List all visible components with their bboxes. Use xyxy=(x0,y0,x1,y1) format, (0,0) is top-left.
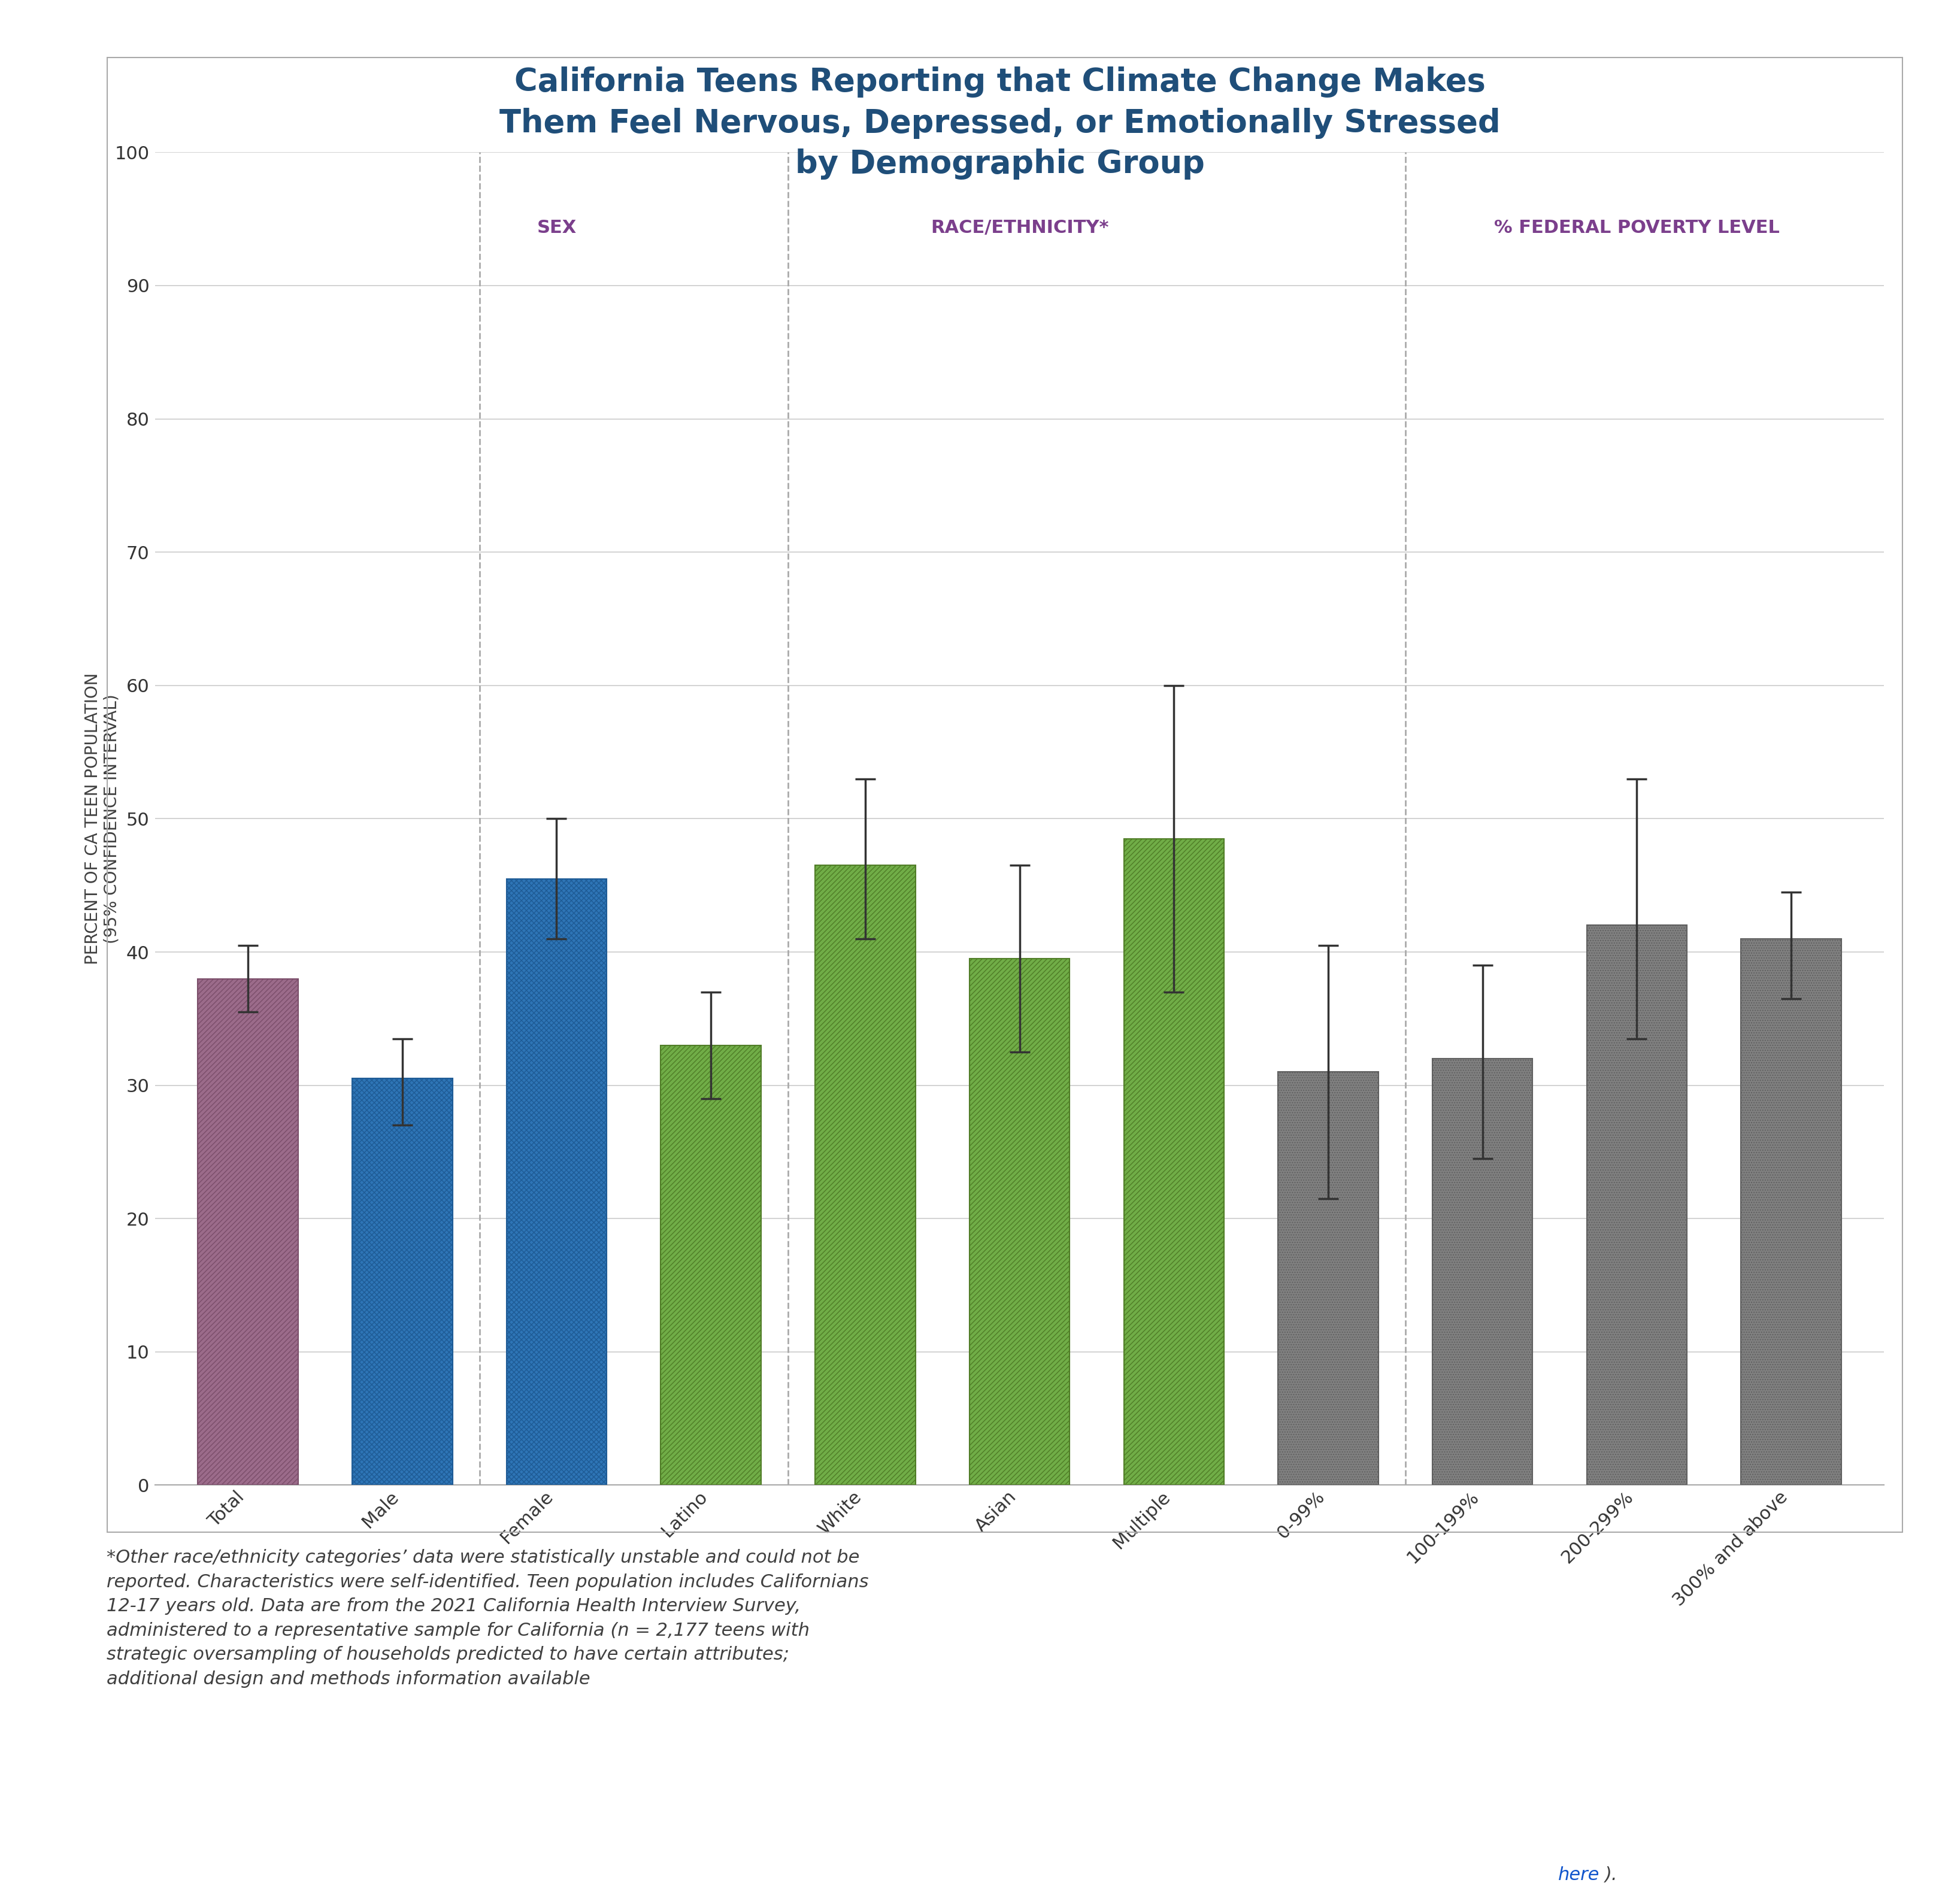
Bar xyxy=(198,979,299,1485)
Bar xyxy=(1433,1059,1532,1485)
Bar xyxy=(969,960,1070,1485)
Text: here: here xyxy=(1557,1866,1600,1883)
Bar xyxy=(816,864,915,1485)
Text: RACE/ETHNICITY*: RACE/ETHNICITY* xyxy=(930,219,1109,236)
Bar xyxy=(1278,1072,1379,1485)
Y-axis label: PERCENT OF CA TEEN POPULATION
(95% CONFIDENCE INTERVAL): PERCENT OF CA TEEN POPULATION (95% CONFI… xyxy=(84,672,120,965)
Bar xyxy=(660,1045,761,1485)
Bar xyxy=(1740,939,1841,1485)
Bar xyxy=(1124,838,1223,1485)
Bar xyxy=(1587,925,1688,1485)
Text: California Teens Reporting that Climate Change Makes
Them Feel Nervous, Depresse: California Teens Reporting that Climate … xyxy=(499,67,1501,179)
Bar xyxy=(507,880,606,1485)
Text: SEX: SEX xyxy=(536,219,577,236)
Bar xyxy=(352,1078,452,1485)
Text: % FEDERAL POVERTY LEVEL: % FEDERAL POVERTY LEVEL xyxy=(1493,219,1779,236)
Text: ).: ). xyxy=(1604,1866,1618,1883)
Text: *Other race/ethnicity categories’ data were statistically unstable and could not: *Other race/ethnicity categories’ data w… xyxy=(107,1550,868,1687)
